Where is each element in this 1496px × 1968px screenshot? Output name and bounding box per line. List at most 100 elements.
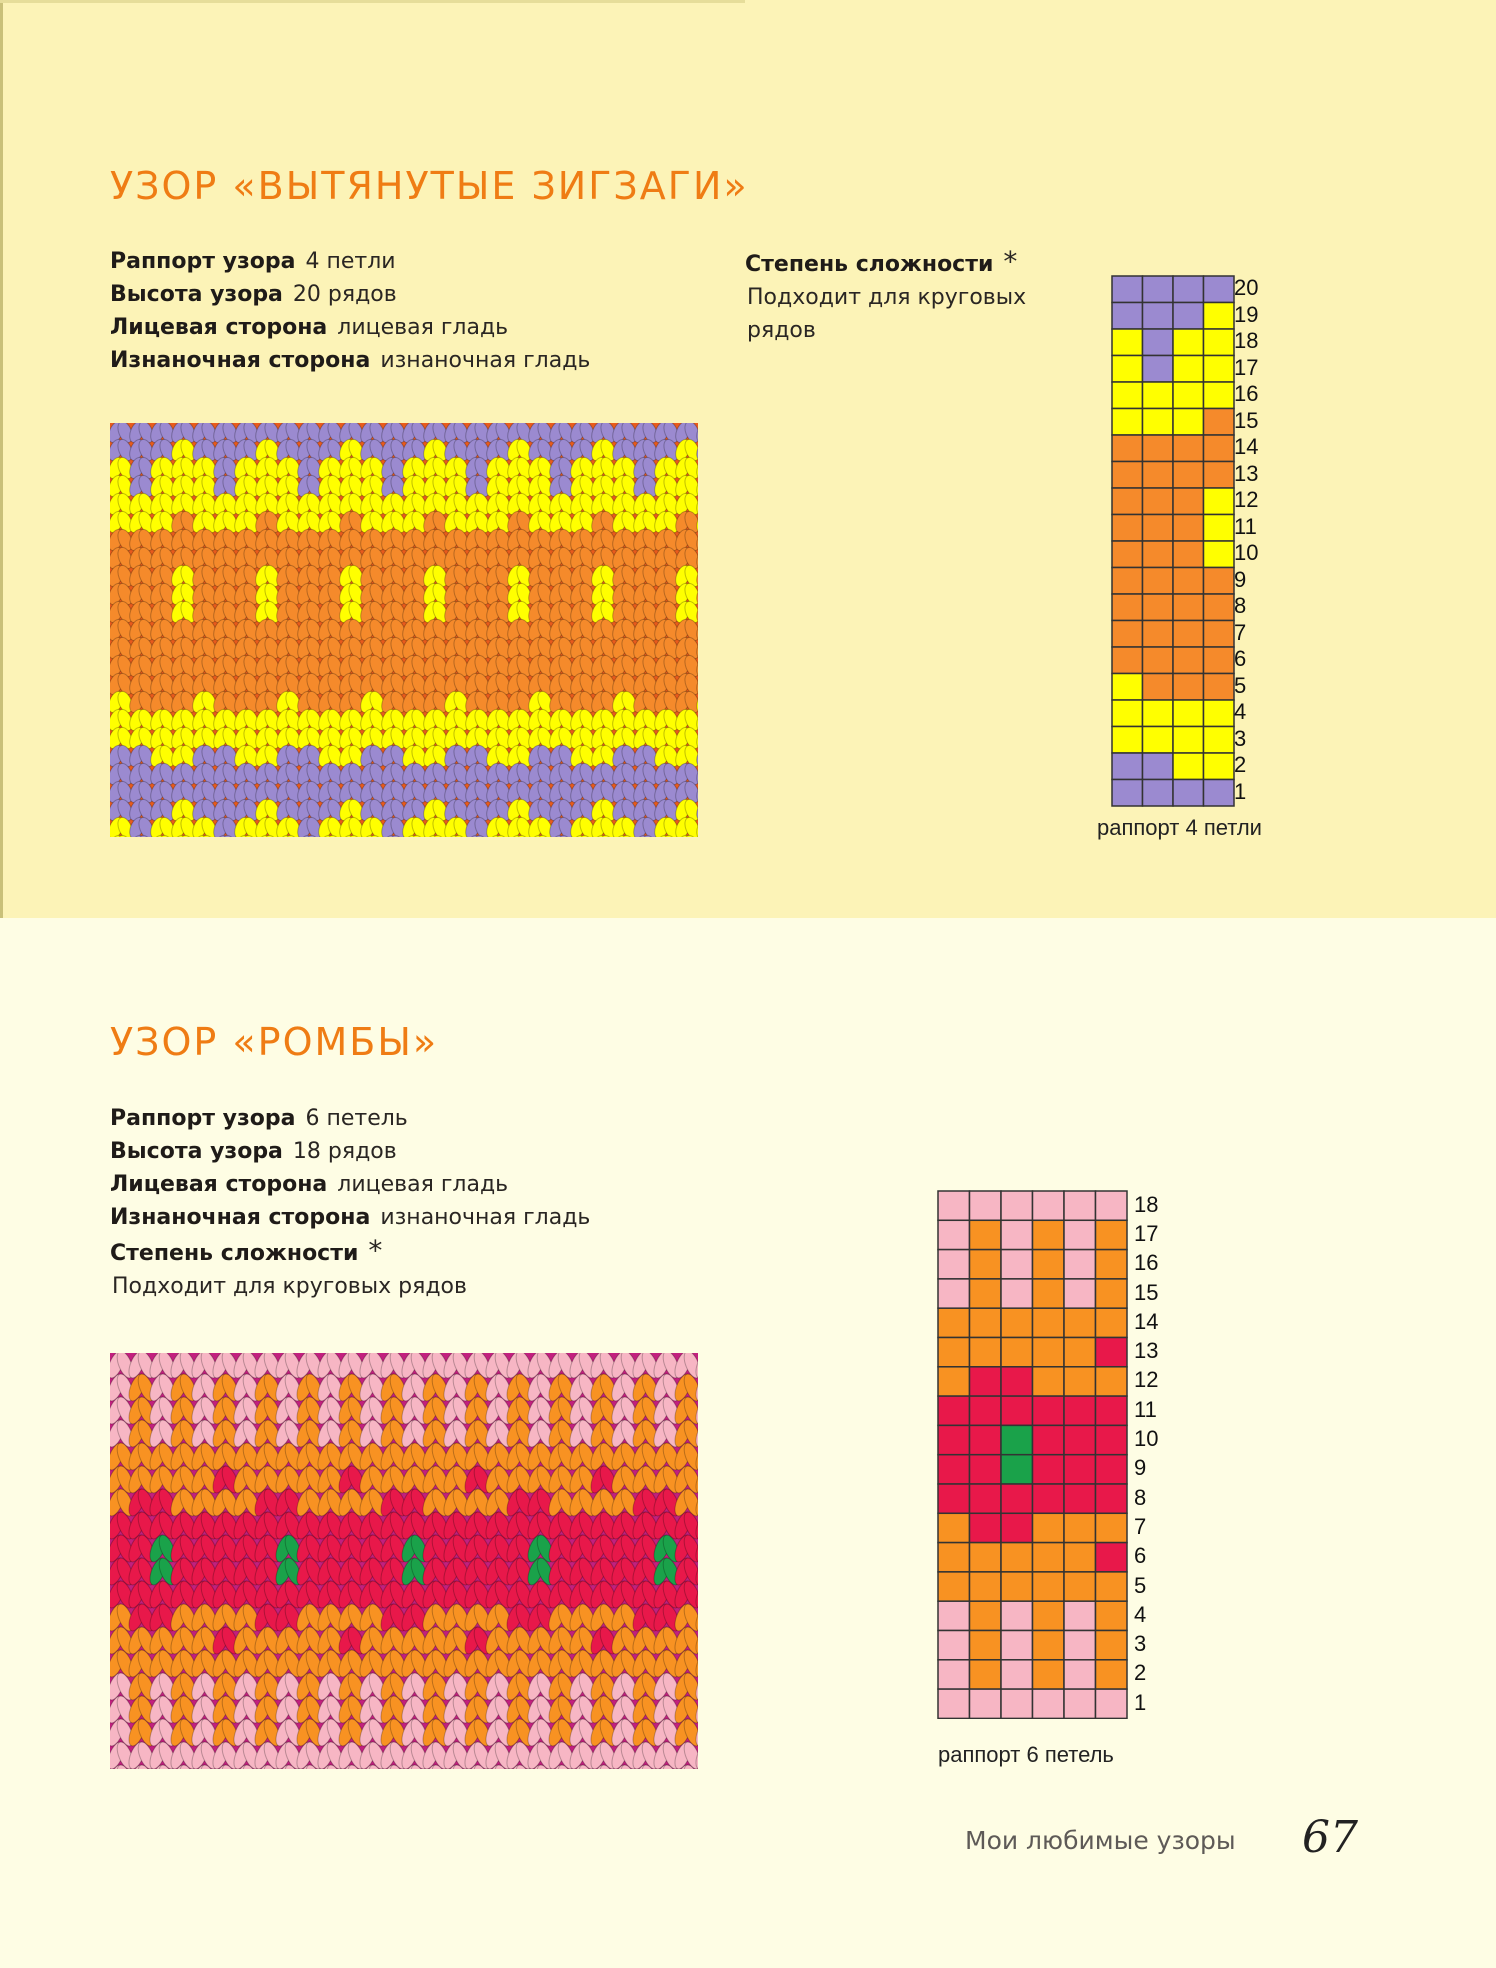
stitch — [264, 438, 280, 462]
stitch — [579, 690, 595, 714]
stitch — [159, 438, 175, 462]
chart-cell — [937, 1336, 971, 1368]
stitch — [389, 1764, 407, 1769]
stitch — [348, 744, 364, 768]
stitch — [579, 492, 595, 516]
stitch — [390, 438, 406, 462]
stitch — [306, 726, 322, 750]
stitch — [600, 798, 616, 822]
row-number: 14 — [1134, 1308, 1159, 1334]
stitch — [138, 744, 154, 768]
chart-cell — [1063, 1659, 1097, 1690]
stitch — [369, 492, 385, 516]
stitch — [642, 600, 658, 624]
stitch — [390, 708, 406, 732]
stitch — [453, 456, 469, 480]
chart-cell — [1063, 1453, 1097, 1485]
stitch — [411, 492, 427, 516]
stitch — [201, 582, 217, 606]
stitch — [243, 708, 259, 732]
stitch — [495, 600, 511, 624]
stitch — [600, 600, 616, 624]
row-number: 20 — [1234, 275, 1259, 301]
stitch — [243, 600, 259, 624]
stitch — [633, 834, 649, 837]
stitch — [306, 834, 322, 837]
row-number: 16 — [1234, 381, 1259, 407]
stitch — [390, 726, 406, 750]
chart-cell — [937, 1424, 971, 1456]
chart-cell — [1111, 778, 1144, 807]
stitch — [117, 708, 133, 732]
stitch — [348, 708, 364, 732]
stitch — [348, 636, 364, 660]
stitch — [138, 474, 154, 498]
chart-cell — [1172, 725, 1205, 754]
height-value: 18 рядов — [292, 1139, 397, 1164]
chart-cell — [1063, 1541, 1097, 1573]
stitch — [473, 1764, 491, 1769]
stitch — [159, 726, 175, 750]
stitch — [306, 582, 322, 606]
stitch — [180, 708, 196, 732]
stitch — [453, 423, 469, 444]
stitch — [537, 762, 553, 786]
stitch — [495, 744, 511, 768]
stitch — [675, 834, 691, 837]
stitch — [570, 834, 586, 837]
stitch — [537, 600, 553, 624]
stitch — [159, 456, 175, 480]
chart-cell — [1000, 1453, 1034, 1485]
chart-cell — [1063, 1248, 1097, 1280]
stitch — [495, 528, 511, 552]
chart-cell — [1202, 407, 1235, 436]
stitch — [348, 510, 364, 534]
stitch — [117, 726, 133, 750]
stitch — [390, 816, 406, 837]
stitch — [369, 438, 385, 462]
stitch — [285, 708, 301, 732]
stitch — [579, 456, 595, 480]
stitch — [621, 672, 637, 696]
stitch — [117, 564, 133, 588]
stitch — [138, 492, 154, 516]
stitch — [242, 1764, 260, 1769]
stitch — [150, 834, 166, 837]
stitch — [222, 456, 238, 480]
stitch — [327, 582, 343, 606]
chart-cell — [1172, 566, 1205, 595]
stitch — [285, 726, 301, 750]
chart-cell — [1031, 1512, 1065, 1544]
stitch — [369, 798, 385, 822]
stitch — [621, 582, 637, 606]
stitch — [390, 798, 406, 822]
chart-cell — [1141, 328, 1174, 357]
stitch — [369, 708, 385, 732]
stitch — [348, 726, 364, 750]
row-number: 9 — [1134, 1455, 1147, 1481]
stitch — [452, 1764, 470, 1769]
stitch — [306, 636, 322, 660]
stitch — [348, 600, 364, 624]
stitch — [369, 618, 385, 642]
stitch — [285, 744, 301, 768]
stitch — [179, 1764, 197, 1769]
stitch — [348, 780, 364, 804]
chart-cell — [1031, 1395, 1065, 1427]
stitch — [180, 564, 196, 588]
stitch — [453, 762, 469, 786]
stitch — [264, 456, 280, 480]
stitch — [327, 636, 343, 660]
stitch — [243, 690, 259, 714]
stitch — [432, 438, 448, 462]
stitch — [516, 834, 532, 837]
stitch — [180, 438, 196, 462]
stitch — [558, 690, 574, 714]
chart-cell — [1094, 1453, 1128, 1485]
stitch — [537, 546, 553, 570]
chart-cell — [1000, 1659, 1034, 1690]
stitch — [642, 780, 658, 804]
chart-cell — [1094, 1629, 1128, 1661]
stitch — [264, 780, 280, 804]
stitch — [621, 834, 637, 837]
